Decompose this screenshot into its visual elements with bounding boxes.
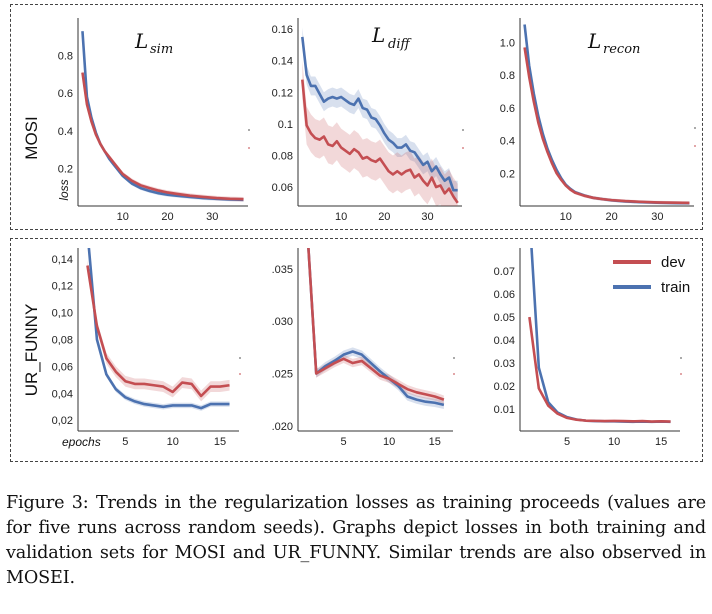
x-tick-label: 10: [117, 211, 129, 223]
y-tick-label: 0.4: [500, 136, 515, 148]
x-tick-label: 30: [651, 211, 663, 223]
y-tick-label: 0.2: [500, 168, 515, 180]
y-tick-label: 0.2: [58, 163, 73, 175]
panel-1: 0.2 0.4 0.6 0.8 10 20 30: [58, 18, 248, 223]
legend-train-label: train: [661, 279, 690, 296]
y-tick-label: 1.0: [500, 38, 515, 50]
y-axis-label-loss: loss: [57, 179, 71, 200]
panel-2: 0.06 0.08 0.1 0.12 0.14 0.16 10 20 30: [272, 18, 462, 223]
series-train-line: [301, 36, 458, 192]
y-tick-label: 0.14: [272, 56, 293, 68]
title-subscript: diff: [388, 37, 412, 52]
x-tick-label: 20: [161, 211, 173, 223]
y-tick-label: 0,08: [52, 335, 73, 347]
series-dev-line: [301, 79, 459, 204]
x-tick-label: 5: [564, 436, 570, 448]
ur-funny-group-box: [10, 238, 703, 462]
x-tick-label: 10: [335, 211, 347, 223]
legend: dev train: [613, 254, 690, 296]
series-dev-line: [86, 265, 230, 398]
panel-4: 0,02 0,04 0,06 0,08 0,10 0,12 0,14 5 10 15: [52, 248, 239, 448]
series-train-line: [307, 248, 445, 407]
title-subscript: recon: [603, 42, 640, 57]
y-tick-label: 0.8: [58, 51, 73, 63]
mosi-group-box: [10, 4, 703, 230]
x-tick-label: 10: [560, 211, 572, 223]
y-tick-label: 0.6: [500, 103, 515, 115]
y-tick-label: 0,10: [52, 308, 73, 320]
chart-panels: 0.2 0.4 0.6 0.8 10 20 30 0.06 0.08 0.1 0.12 0.14 0.1…: [52, 18, 694, 448]
column-title-diff: L diff: [371, 23, 412, 52]
y-tick-label: 0.03: [494, 358, 515, 370]
y-tick-label: 0.07: [494, 266, 515, 278]
x-tick-label: 30: [421, 211, 433, 223]
series-dev-line: [307, 248, 445, 401]
y-tick-label: .030: [272, 316, 293, 328]
y-tick-label: .025: [272, 368, 293, 380]
x-tick-label: 5: [122, 436, 128, 448]
figure-caption: Figure 3: Trends in the regularization l…: [6, 491, 706, 591]
series-train-band: [531, 248, 671, 423]
title-script: L: [587, 29, 601, 53]
title-subscript: sim: [150, 42, 173, 57]
series-dev-band: [302, 60, 458, 206]
column-title-recon: L recon: [587, 29, 640, 57]
edge-marks: [239, 127, 696, 375]
series-dev-band: [524, 45, 690, 205]
figure: MOSI loss UR_FUNNY epochs L sim L diff L…: [22, 18, 696, 449]
x-tick-label: 10: [167, 436, 179, 448]
y-tick-label: 0.06: [494, 289, 515, 301]
x-tick-label: 15: [655, 436, 667, 448]
y-tick-label: 0.06: [272, 182, 293, 194]
y-tick-label: .035: [272, 264, 293, 276]
y-tick-label: 0.04: [494, 335, 515, 347]
y-tick-label: 0.12: [272, 87, 293, 99]
y-tick-label: 0,12: [52, 281, 73, 293]
legend-dev-label: dev: [661, 254, 686, 271]
column-title-sim: L sim: [134, 29, 173, 57]
x-tick-label: 10: [608, 436, 620, 448]
x-tick-label: 20: [378, 211, 390, 223]
caption-label: Figure 3:: [6, 493, 89, 513]
y-tick-label: 0.02: [494, 381, 515, 393]
row-label-ur-funny: UR_FUNNY: [22, 304, 41, 397]
panel-6: 0.01 0.02 0.03 0.04 0.05 0.06 0.07 5 10 15: [494, 248, 680, 448]
series-dev-band: [82, 70, 244, 202]
y-tick-label: 0,04: [52, 388, 73, 400]
y-tick-label: 0.8: [500, 70, 515, 82]
panel-3: 0.2 0.4 0.6 0.8 1.0 10 20 30: [500, 18, 694, 223]
y-tick-label: 0.01: [494, 404, 515, 416]
y-tick-label: 0.05: [494, 312, 515, 324]
series-dev-band: [308, 248, 444, 404]
x-tick-label: 30: [206, 211, 218, 223]
series-dev-line: [523, 47, 690, 205]
x-tick-label: 15: [429, 436, 441, 448]
x-tick-label: 20: [605, 211, 617, 223]
y-tick-label: 0,06: [52, 361, 73, 373]
y-tick-label: 0.16: [272, 24, 293, 36]
title-script: L: [134, 29, 148, 53]
panel-5: .020 .025 .030 .035 5 10 15: [272, 248, 453, 448]
y-tick-label: 0,14: [52, 254, 73, 266]
y-tick-label: 0.1: [278, 119, 293, 131]
x-tick-label: 5: [341, 436, 347, 448]
y-tick-label: .020: [272, 421, 293, 433]
x-tick-label: 15: [214, 436, 226, 448]
y-tick-label: 0.08: [272, 150, 293, 162]
series-dev-line: [81, 72, 244, 201]
caption-text: Trends in the regularization losses as t…: [6, 493, 707, 588]
y-tick-label: 0,02: [52, 415, 73, 427]
y-tick-label: 0.4: [58, 126, 73, 138]
title-script: L: [371, 23, 385, 47]
series-dev-line: [528, 316, 671, 423]
x-tick-label: 10: [383, 436, 395, 448]
series-train-band: [308, 248, 444, 410]
x-axis-label-epochs: epochs: [62, 435, 101, 449]
row-label-mosi: MOSI: [22, 116, 41, 159]
series-train-line: [87, 248, 230, 410]
y-tick-label: 0.6: [58, 88, 73, 100]
series-train-line: [530, 248, 671, 424]
